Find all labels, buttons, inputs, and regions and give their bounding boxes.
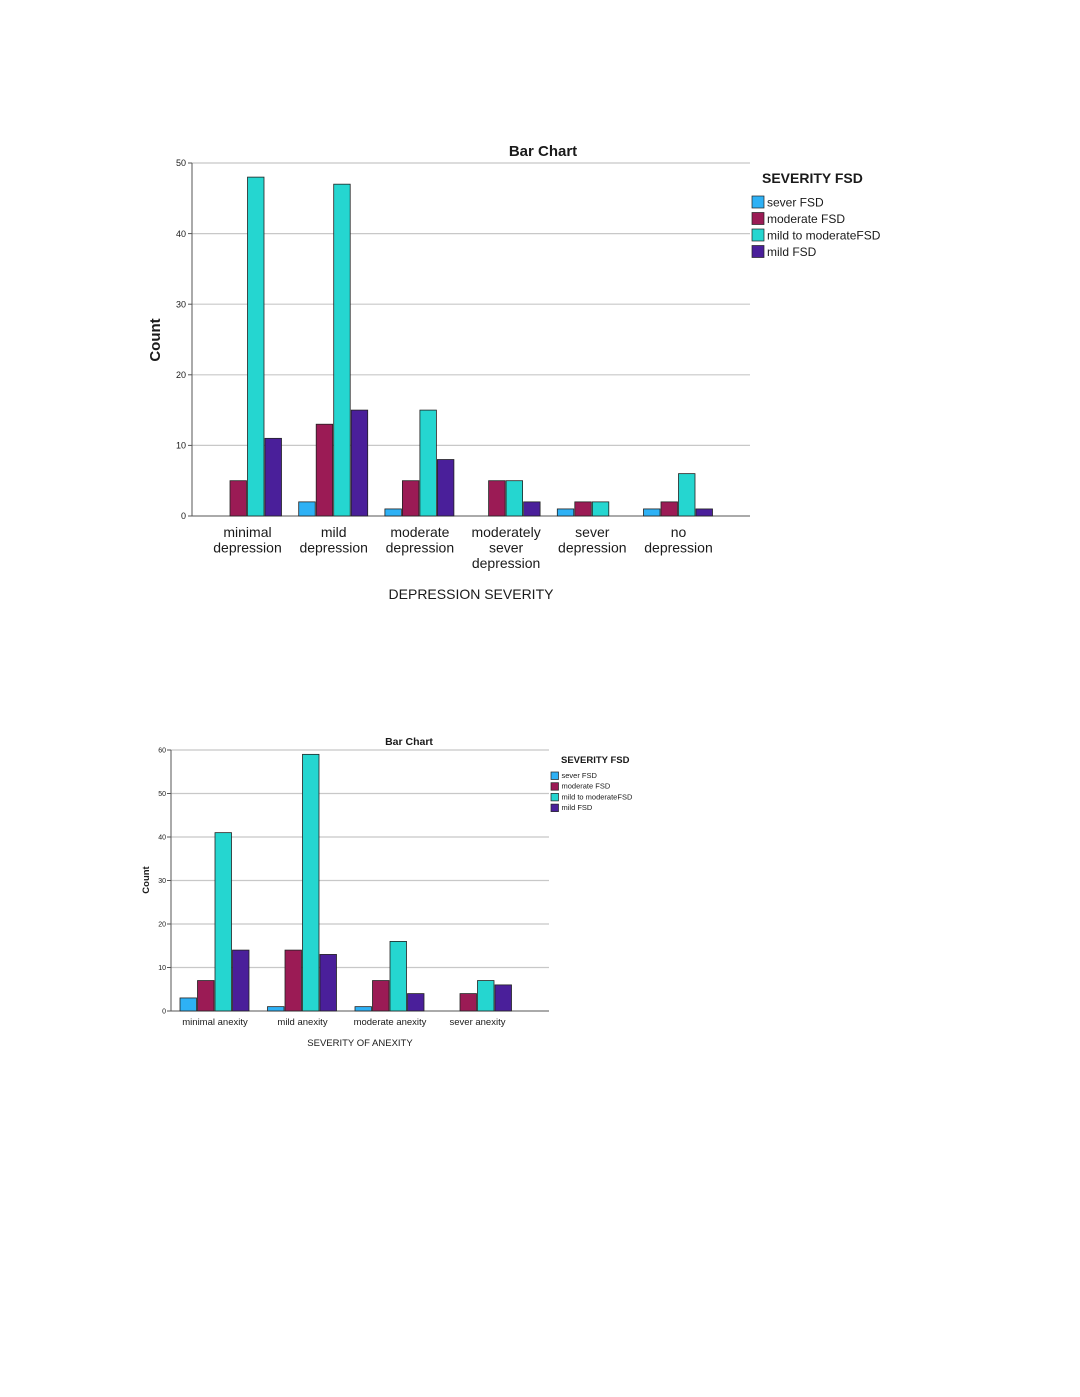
legend-label: mild to moderateFSD (562, 792, 633, 801)
bar (247, 176, 265, 517)
bar (389, 941, 407, 1012)
y-axis-label: Count (147, 318, 164, 361)
x-tick-label: mild anexity (277, 1017, 327, 1028)
bar (350, 409, 369, 517)
bar (574, 501, 592, 517)
y-tick-label: 10 (158, 965, 166, 972)
chart-1: Bar Chart 0 10 20 30 40 50 Count minimal depressi… (147, 143, 881, 602)
legend-swatch (751, 195, 765, 209)
bar (505, 480, 524, 517)
y-tick-label: 30 (176, 299, 186, 309)
bar (197, 980, 215, 1012)
bar (232, 949, 250, 1012)
bar (384, 508, 402, 517)
bar (319, 954, 337, 1012)
bar (179, 997, 197, 1012)
legend-swatch (550, 771, 559, 780)
y-tick-label: 30 (158, 878, 166, 885)
y-tick-label: 50 (176, 158, 186, 168)
x-tick-label: moderately sever depression (471, 524, 540, 571)
bar (298, 501, 316, 517)
bar (643, 508, 661, 517)
legend-swatch (751, 245, 765, 258)
bar (556, 508, 575, 517)
x-tick-label: sever anexity (450, 1017, 506, 1028)
y-tick-label: 20 (158, 921, 166, 928)
y-tick-label: 10 (176, 441, 186, 451)
bar (678, 473, 696, 517)
y-tick-label: 40 (158, 834, 166, 841)
bar (488, 480, 506, 517)
bar (523, 501, 541, 517)
bar (264, 437, 282, 517)
y-tick-label: 50 (158, 791, 166, 798)
x-axis-label: SEVERITY OF ANEXITY (307, 1038, 413, 1049)
x-axis-label: DEPRESSION SEVERITY (389, 586, 555, 602)
chart-title: Bar Chart (509, 143, 577, 160)
legend-swatch (550, 782, 559, 791)
bar (267, 1006, 285, 1012)
bar (695, 508, 713, 517)
y-axis-label: Count (141, 865, 152, 893)
x-tick-label: moderate depression (386, 524, 455, 556)
legend-swatch (550, 803, 559, 812)
chart-title: Bar Chart (385, 736, 433, 748)
legend-title: SEVERITY FSD (762, 170, 863, 186)
y-tick-label: 60 (158, 747, 166, 754)
bar (459, 993, 477, 1012)
bar (214, 832, 232, 1012)
bar (284, 949, 302, 1012)
legend-label: moderate FSD (767, 212, 845, 226)
bar (401, 480, 420, 517)
x-tick-label: mild depression (299, 524, 368, 556)
bar (660, 501, 678, 517)
bar (591, 501, 610, 517)
legend-swatch (751, 212, 765, 225)
legend-swatch (550, 793, 559, 802)
bar (494, 984, 512, 1012)
bar (436, 459, 455, 517)
bar (477, 980, 495, 1012)
legend-label: moderate FSD (562, 782, 611, 791)
chart-2: Bar Chart 0 10 20 30 40 50 60 Count minimal anexi… (141, 736, 633, 1049)
y-tick-label: 20 (176, 370, 186, 380)
y-tick-label: 0 (162, 1008, 166, 1015)
x-tick-label: minimal depression (213, 524, 282, 556)
legend-label: sever FSD (767, 196, 824, 210)
x-tick-label: moderate anexity (354, 1017, 427, 1028)
legend-title: SEVERITY FSD (561, 755, 630, 766)
bar (372, 980, 390, 1012)
bar (302, 753, 320, 1012)
x-tick-label: minimal anexity (182, 1017, 248, 1028)
y-tick-label: 0 (181, 511, 186, 521)
bar (407, 993, 425, 1012)
legend-label: mild FSD (562, 803, 593, 812)
x-tick-label: no depression (644, 524, 713, 556)
bar (315, 423, 334, 517)
legend-label: mild FSD (767, 245, 817, 259)
legend-swatch (751, 228, 765, 242)
x-tick-label: sever depression (558, 524, 627, 556)
bar (333, 183, 351, 517)
bar (354, 1006, 372, 1012)
bar (229, 480, 247, 517)
y-tick-label: 40 (176, 229, 186, 239)
bar (419, 409, 437, 517)
legend-label: mild to moderateFSD (767, 229, 881, 243)
legend-label: sever FSD (562, 771, 598, 780)
